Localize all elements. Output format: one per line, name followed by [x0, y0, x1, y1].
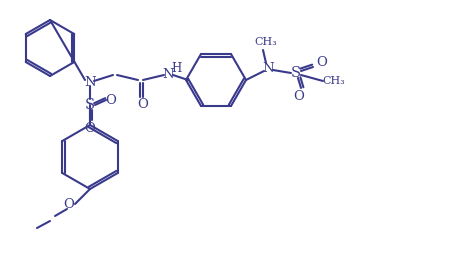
Text: S: S [85, 98, 95, 112]
Text: H: H [171, 63, 181, 76]
Text: S: S [291, 66, 301, 80]
Text: CH₃: CH₃ [323, 76, 345, 86]
Text: O: O [317, 56, 327, 69]
Text: CH₃: CH₃ [255, 37, 277, 47]
Text: O: O [294, 91, 305, 104]
Text: O: O [85, 121, 95, 135]
Text: N: N [162, 68, 174, 82]
Text: O: O [106, 94, 116, 107]
Text: O: O [63, 197, 75, 210]
Text: N: N [84, 77, 96, 90]
Text: N: N [262, 61, 274, 74]
Text: O: O [138, 99, 149, 112]
